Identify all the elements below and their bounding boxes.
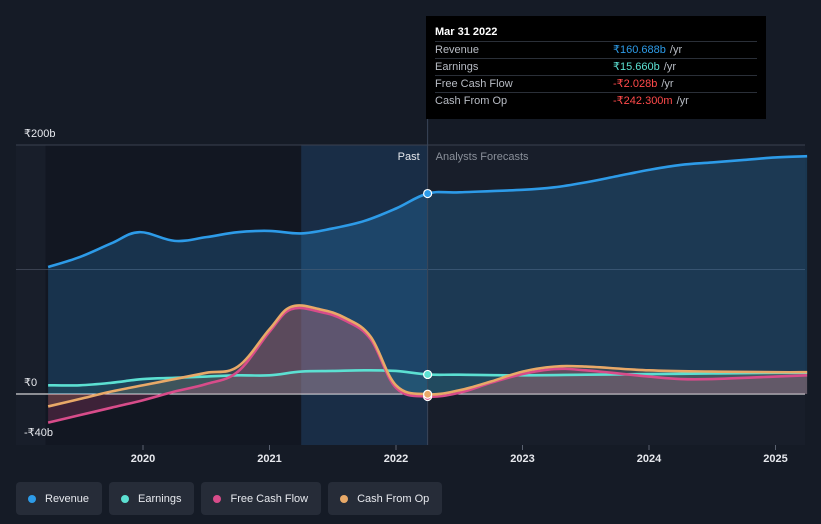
- tooltip-value: ₹15.660b: [613, 61, 660, 73]
- legend-label: Revenue: [45, 492, 90, 505]
- x-tick-label: 2020: [131, 453, 155, 465]
- legend-dot-icon: [340, 494, 349, 503]
- tooltip-row-free-cash-flow: Free Cash Flow -₹2.028b /yr: [435, 75, 757, 92]
- tooltip-row-revenue: Revenue ₹160.688b /yr: [435, 41, 757, 58]
- marker-revenue: [423, 188, 433, 199]
- x-tick-label: 2025: [763, 453, 787, 465]
- legend-label: Earnings: [138, 492, 182, 505]
- line-cash-from-op: [47, 304, 808, 408]
- tooltip-row-cash-from-op: Cash From Op -₹242.300m /yr: [435, 92, 757, 109]
- tooltip-unit: /yr: [676, 95, 689, 107]
- marker-cash-from-op: [423, 389, 433, 399]
- tooltip-label: Cash From Op: [435, 95, 508, 107]
- tooltip-row-earnings: Earnings ₹15.660b /yr: [435, 58, 757, 75]
- legend-item-revenue[interactable]: Revenue: [16, 482, 103, 515]
- tooltip-value: -₹242.300m: [613, 95, 673, 107]
- legend-item-cash-from-op[interactable]: Cash From Op: [328, 482, 443, 515]
- tooltip-unit: /yr: [663, 61, 676, 73]
- tooltip-label: Earnings: [435, 61, 479, 73]
- legend-dot-icon: [121, 494, 130, 503]
- tooltip-unit: /yr: [661, 78, 674, 90]
- tooltip: Mar 31 2022 Revenue ₹160.688b /yr Earnin…: [426, 16, 766, 119]
- past-label: Past: [398, 151, 420, 163]
- line-revenue: [47, 154, 808, 269]
- series-lines: [47, 154, 808, 424]
- x-tick-label: 2024: [637, 453, 662, 465]
- line-earnings: [48, 369, 808, 387]
- x-tick-label: 2023: [510, 453, 534, 465]
- x-tick-label: 2022: [384, 453, 408, 465]
- tooltip-unit: /yr: [669, 44, 683, 56]
- tooltip-markers: [423, 188, 433, 402]
- legend: Revenue Earnings Free Cash Flow Cash Fro…: [16, 482, 443, 515]
- forecast-label: Analysts Forecasts: [436, 151, 529, 163]
- legend-item-earnings[interactable]: Earnings: [109, 482, 195, 515]
- tooltip-label: Free Cash Flow: [435, 78, 513, 90]
- area-cash-from-op: [48, 305, 808, 407]
- legend-item-free-cash-flow[interactable]: Free Cash Flow: [201, 482, 322, 515]
- legend-label: Free Cash Flow: [230, 492, 309, 505]
- y-tick-label: -₹40b: [24, 427, 53, 439]
- x-tick-label: 2021: [257, 453, 281, 465]
- y-tick-label: ₹200b: [24, 128, 55, 140]
- area-free-cash-flow: [48, 307, 808, 423]
- x-axis-ticks: 2020 2021 2022 2023 2024 2025: [131, 445, 788, 465]
- legend-dot-icon: [28, 494, 36, 503]
- gridlines: [16, 144, 805, 445]
- marker-earnings: [423, 369, 433, 380]
- tooltip-label: Revenue: [435, 44, 480, 56]
- tooltip-value: -₹2.028b: [613, 78, 658, 90]
- y-axis-ticks: ₹200b ₹0 -₹40b: [24, 128, 55, 439]
- legend-label: Cash From Op: [357, 492, 430, 505]
- tooltip-value: ₹160.688b: [613, 44, 666, 56]
- legend-dot-icon: [213, 494, 222, 503]
- history-shade: [45, 145, 302, 445]
- y-tick-label: ₹0: [24, 377, 37, 389]
- tooltip-date: Mar 31 2022: [435, 26, 498, 38]
